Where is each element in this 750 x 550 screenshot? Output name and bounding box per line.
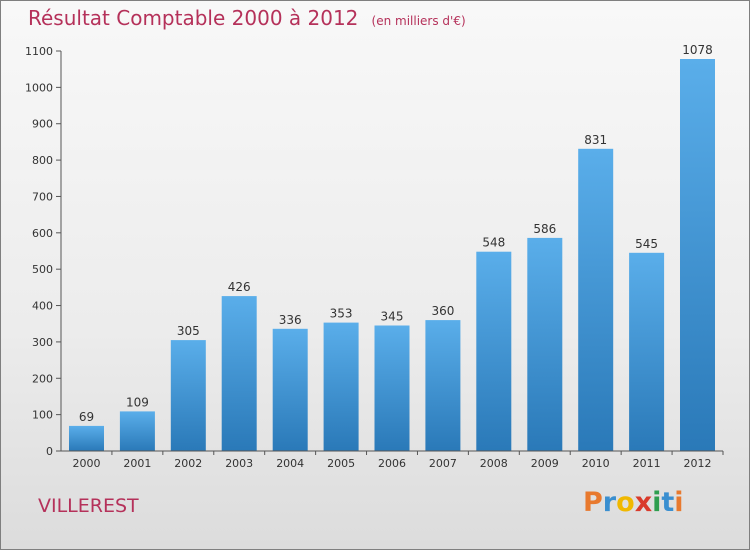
- chart-title: Résultat Comptable 2000 à 2012: [28, 6, 359, 30]
- y-tick-label: 0: [46, 445, 53, 458]
- place-name: VILLEREST: [38, 495, 139, 517]
- data-label: 360: [431, 304, 454, 318]
- bar-2003: [221, 296, 257, 451]
- logo-letter: i: [652, 487, 662, 518]
- logo-letter: t: [661, 487, 675, 518]
- x-tick-label: 2001: [123, 457, 151, 470]
- chart-subtitle: (en milliers d'€): [371, 14, 466, 28]
- logo-letter: r: [602, 487, 617, 518]
- logo-letter: i: [674, 487, 684, 518]
- logo-letter: P: [583, 487, 603, 518]
- x-tick-label: 2009: [531, 457, 559, 470]
- bar-2004: [272, 328, 308, 451]
- x-tick-label: 2002: [174, 457, 202, 470]
- bar-2001: [119, 411, 155, 451]
- x-tick-label: 2003: [225, 457, 253, 470]
- proxiti-logo: Proxiti: [583, 487, 684, 518]
- bar-2009: [527, 237, 563, 451]
- y-tick-label: 700: [32, 191, 53, 204]
- bar-2012: [680, 59, 715, 451]
- bar-2005: [323, 322, 359, 451]
- x-tick-label: 2004: [276, 457, 304, 470]
- x-tick-label: 2000: [73, 457, 101, 470]
- logo-letter: o: [616, 487, 635, 518]
- bar-2002: [170, 340, 206, 451]
- logo-letter: x: [634, 487, 653, 518]
- x-tick-label: 2008: [480, 457, 508, 470]
- data-label: 353: [330, 307, 353, 321]
- data-label: 69: [79, 410, 94, 424]
- x-tick-label: 2005: [327, 457, 355, 470]
- y-tick-label: 500: [32, 263, 53, 276]
- bar-2006: [374, 325, 410, 451]
- data-label: 345: [381, 310, 404, 324]
- data-label: 109: [126, 395, 149, 409]
- y-tick-label: 1000: [25, 81, 53, 94]
- bar-2010: [578, 148, 614, 452]
- y-tick-label: 200: [32, 372, 53, 385]
- bar-2011: [629, 252, 665, 451]
- x-tick-label: 2011: [633, 457, 661, 470]
- bar-2000: [69, 425, 104, 451]
- y-tick-label: 300: [32, 336, 53, 349]
- title-row: Résultat Comptable 2000 à 2012 (en milli…: [28, 6, 466, 30]
- y-tick-label: 1100: [25, 45, 53, 58]
- bar-2007: [425, 320, 461, 451]
- y-tick-label: 900: [32, 118, 53, 131]
- data-label: 426: [228, 280, 251, 294]
- y-tick-label: 400: [32, 300, 53, 313]
- x-tick-label: 2006: [378, 457, 406, 470]
- data-label: 336: [279, 313, 302, 327]
- bar-2008: [476, 251, 512, 451]
- y-tick-label: 100: [32, 409, 53, 422]
- x-tick-label: 2012: [684, 457, 712, 470]
- data-label: 548: [482, 236, 505, 250]
- data-label: 831: [584, 133, 607, 147]
- data-label: 586: [533, 222, 556, 236]
- data-label: 305: [177, 324, 200, 338]
- data-label: 1078: [682, 43, 713, 57]
- data-label: 545: [635, 237, 658, 251]
- y-tick-label: 600: [32, 227, 53, 240]
- x-tick-label: 2007: [429, 457, 457, 470]
- y-tick-label: 800: [32, 154, 53, 167]
- x-tick-label: 2010: [582, 457, 610, 470]
